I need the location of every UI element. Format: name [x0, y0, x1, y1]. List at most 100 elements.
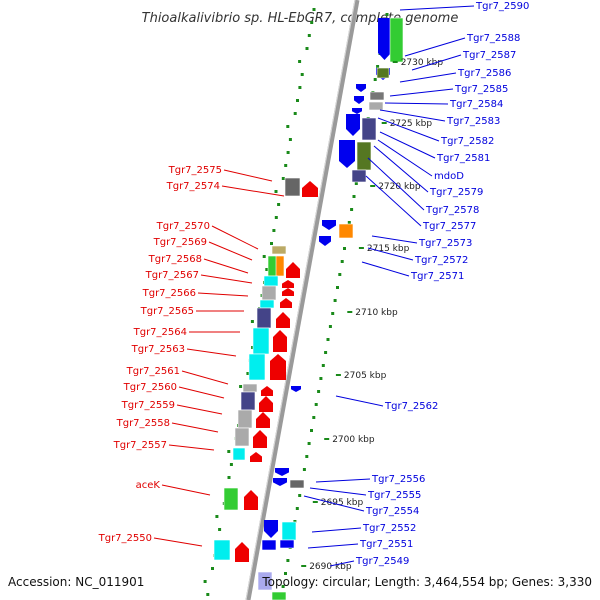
gc-dot [310, 21, 314, 24]
gene-feature [281, 521, 297, 541]
left-gene-label: Tgr7_2557 [113, 440, 167, 451]
topology-text: Topology: circular; Length: 3,464,554 bp… [261, 575, 592, 589]
right-gene-label: Tgr7_2552 [362, 523, 416, 534]
left-leader-line [153, 537, 203, 547]
left-gene-label: Tgr7_2566 [142, 288, 196, 299]
gc-dot [262, 255, 266, 258]
right-gene-label: Tgr7_2587 [462, 50, 516, 61]
gene-feature [252, 327, 270, 355]
gc-dot [295, 507, 299, 510]
gene-feature [352, 108, 362, 114]
right-gene-label: Tgr7_2578 [425, 205, 479, 216]
gc-dot [305, 455, 309, 458]
left-gene-label: Tgr7_2575 [168, 165, 222, 176]
gene-feature [284, 177, 301, 197]
gc-dot [274, 216, 278, 219]
gc-dot [307, 442, 311, 445]
gene-feature [242, 383, 258, 393]
gene-feature [259, 396, 273, 412]
gc-dot [284, 572, 287, 575]
gene-feature [368, 101, 384, 111]
right-leader-line [384, 102, 449, 105]
gene-feature [257, 571, 273, 591]
left-gene-label: Tgr7_2567 [145, 270, 199, 281]
right-leader-line [367, 247, 414, 261]
gene-feature [250, 452, 262, 462]
gene-feature [346, 114, 360, 136]
gene-feature [356, 141, 372, 171]
left-leader-line [168, 444, 215, 451]
gc-dot [317, 390, 321, 393]
gc-dot [338, 273, 342, 276]
right-leader-line [309, 487, 367, 496]
gene-feature [338, 223, 354, 239]
gene-feature [240, 391, 256, 411]
left-gene-labels: Tgr7_2575 Tgr7_2574 Tgr7_2570 Tgr7_2569 Tgr7… [98, 165, 222, 544]
left-leader-line [200, 274, 253, 284]
gene-feature [302, 181, 318, 197]
gc-dot [302, 468, 306, 471]
gc-dot [227, 450, 231, 453]
left-gene-label: Tgr7_2561 [126, 366, 180, 377]
kbp-tick-label: 2725 kbp [390, 119, 433, 129]
right-leader-line [303, 495, 365, 512]
gc-dot [347, 221, 351, 224]
gc-dot [293, 112, 297, 115]
left-gene-label: aceK [136, 480, 161, 491]
left-leader-line [197, 292, 249, 297]
left-leader-line [223, 169, 273, 182]
gc-dot [274, 190, 278, 193]
left-leader-line [221, 185, 285, 197]
gene-feature [286, 262, 300, 278]
gc-dot [376, 65, 380, 68]
right-leader-line [389, 88, 454, 97]
gene-feature [376, 67, 390, 79]
right-leader-line [373, 145, 429, 193]
gc-dot [385, 13, 389, 16]
gc-dot [298, 494, 302, 497]
right-leader-line [399, 5, 475, 11]
gene-feature [234, 427, 250, 447]
gene-feature [237, 409, 253, 429]
left-leader-line [171, 422, 219, 433]
right-gene-label: Tgr7_2582 [440, 136, 494, 147]
gc-dot [281, 177, 285, 180]
gene-feature [378, 18, 391, 60]
gene-feature [273, 478, 287, 486]
left-leader-line [178, 386, 225, 399]
left-label-leaders [153, 169, 285, 547]
gene-feature [235, 542, 249, 562]
gene-feature [276, 312, 290, 328]
right-leader-line [411, 54, 462, 71]
gc-dot [215, 515, 219, 518]
gene-feature [322, 220, 336, 230]
left-leader-line [203, 258, 249, 274]
gc-dot [203, 580, 207, 583]
left-leader-line [176, 404, 223, 415]
left-leader-line [186, 348, 237, 357]
right-gene-labels: Tgr7_2590 Tgr7_2588 Tgr7_2587 Tgr7_2586 Tgr7… [355, 1, 529, 567]
gene-feature [264, 520, 278, 538]
left-gene-label: Tgr7_2563 [131, 344, 185, 355]
right-gene-label: Tgr7_2571 [410, 271, 464, 282]
gc-dot [352, 195, 356, 198]
kbp-tick-label: 2715 kbp [367, 244, 410, 254]
right-gene-label: Tgr7_2556 [371, 474, 425, 485]
kbp-tick-label: 2705 kbp [344, 371, 387, 381]
gene-feature [389, 17, 404, 63]
gc-dot [206, 593, 210, 596]
right-leader-line [377, 139, 433, 177]
gene-feature [369, 91, 385, 101]
gene-feature [319, 236, 331, 246]
right-gene-label: Tgr7_2551 [359, 539, 413, 550]
left-gene-label: Tgr7_2570 [156, 221, 210, 232]
left-gene-label: Tgr7_2574 [166, 181, 220, 192]
gc-dot [300, 73, 304, 76]
right-gene-label: Tgr7_2555 [367, 490, 421, 501]
gc-dot [272, 229, 276, 232]
right-leader-line [335, 395, 384, 407]
left-gene-label: Tgr7_2564 [133, 327, 187, 338]
right-gene-label: Tgr7_2583 [446, 116, 500, 127]
gc-dot [298, 86, 302, 89]
right-gene-label: Tgr7_2549 [355, 556, 409, 567]
